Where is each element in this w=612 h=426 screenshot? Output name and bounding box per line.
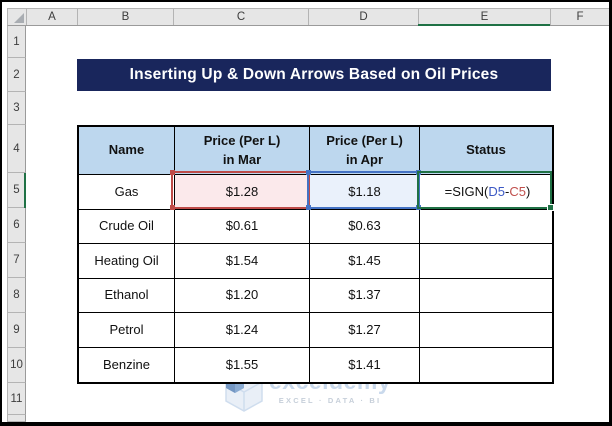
range-handle-icon[interactable] xyxy=(170,170,175,175)
range-highlight-d5[interactable] xyxy=(306,170,421,210)
cell-c7-price-mar[interactable]: $1.54 xyxy=(175,244,310,279)
row-header-3[interactable]: 3 xyxy=(8,92,26,125)
column-headers: A B C D E F xyxy=(7,8,609,26)
cell-e9-status[interactable] xyxy=(420,313,552,348)
cell-b5-name[interactable]: Gas xyxy=(79,175,175,210)
cell-e7-status[interactable] xyxy=(420,244,552,279)
row-header-12-partial[interactable] xyxy=(8,415,26,422)
cell-b9-name[interactable]: Petrol xyxy=(79,313,175,348)
cell-b10-name[interactable]: Benzine xyxy=(79,347,175,382)
cell-e6-status[interactable] xyxy=(420,209,552,244)
row-header-6[interactable]: 6 xyxy=(8,208,26,243)
range-handle-icon[interactable] xyxy=(170,205,175,210)
cell-e8-status[interactable] xyxy=(420,278,552,313)
row-header-10[interactable]: 10 xyxy=(8,348,26,383)
row-header-11[interactable]: 11 xyxy=(8,383,26,415)
cell-c9-price-mar[interactable]: $1.24 xyxy=(175,313,310,348)
fill-handle-icon[interactable] xyxy=(547,204,554,211)
row-header-9[interactable]: 9 xyxy=(8,313,26,348)
page-title: Inserting Up & Down Arrows Based on Oil … xyxy=(129,66,499,83)
row-headers: 1 2 3 4 5 6 7 8 9 10 11 xyxy=(7,26,26,422)
header-name-label: Name xyxy=(108,142,145,158)
column-header-d[interactable]: D xyxy=(309,9,419,25)
range-highlight-c5[interactable] xyxy=(170,170,311,210)
header-apr-line2: in Apr xyxy=(345,151,384,167)
row-header-2[interactable]: 2 xyxy=(8,58,26,92)
formula-operator: - xyxy=(505,183,510,199)
range-handle-icon[interactable] xyxy=(306,205,311,210)
cell-c10-price-mar[interactable]: $1.55 xyxy=(175,347,310,382)
formula-ref-d5: D5 xyxy=(488,183,506,199)
cell-d8-price-apr[interactable]: $1.37 xyxy=(310,278,420,313)
cell-c8-price-mar[interactable]: $1.20 xyxy=(175,278,310,313)
cell-d7-price-apr[interactable]: $1.45 xyxy=(310,244,420,279)
cell-d5-price-apr[interactable]: $1.18 xyxy=(310,175,420,210)
select-all-corner[interactable] xyxy=(8,9,27,25)
cell-d6-price-apr[interactable]: $0.63 xyxy=(310,209,420,244)
cell-b8-name[interactable]: Ethanol xyxy=(79,278,175,313)
active-row-indicator xyxy=(24,173,26,208)
cell-b6-name[interactable]: Crude Oil xyxy=(79,209,175,244)
formula-ref-c5: C5 xyxy=(509,183,526,199)
header-cell-name[interactable]: Name xyxy=(79,127,175,175)
header-cell-status[interactable]: Status xyxy=(420,127,552,175)
active-column-indicator xyxy=(418,24,550,26)
cell-e5-formula-input[interactable]: =SIGN(D5- C5) xyxy=(420,175,552,210)
cell-c6-price-mar[interactable]: $0.61 xyxy=(175,209,310,244)
oil-price-table: Name Price (Per L) in Mar Price (Per L) … xyxy=(77,125,554,384)
header-cell-price-apr[interactable]: Price (Per L) in Apr xyxy=(310,127,420,175)
column-header-e[interactable]: E xyxy=(419,9,551,25)
header-mar-line2: in Mar xyxy=(222,151,262,167)
column-header-f[interactable]: F xyxy=(551,9,609,25)
header-cell-price-mar[interactable]: Price (Per L) in Mar xyxy=(175,127,310,175)
row-header-4[interactable]: 4 xyxy=(8,125,26,173)
header-apr-line1: Price (Per L) xyxy=(326,133,403,149)
header-status-label: Status xyxy=(466,142,506,158)
column-header-b[interactable]: B xyxy=(78,9,174,25)
row-header-8[interactable]: 8 xyxy=(8,278,26,313)
formula-suffix: ) xyxy=(525,183,531,199)
row-header-7[interactable]: 7 xyxy=(8,243,26,278)
cell-c5-price-mar[interactable]: $1.28 xyxy=(175,175,310,210)
range-handle-icon[interactable] xyxy=(306,170,311,175)
cell-d9-price-apr[interactable]: $1.27 xyxy=(310,313,420,348)
column-header-a[interactable]: A xyxy=(27,9,78,25)
header-mar-line1: Price (Per L) xyxy=(203,133,281,149)
select-all-triangle-icon xyxy=(14,13,24,23)
watermark-tagline: EXCEL · DATA · BI xyxy=(278,396,382,405)
title-banner[interactable]: Inserting Up & Down Arrows Based on Oil … xyxy=(77,59,551,91)
row-header-1[interactable]: 1 xyxy=(8,26,26,58)
column-header-c[interactable]: C xyxy=(174,9,309,25)
active-cell-border-e5[interactable] xyxy=(417,171,554,211)
cell-d10-price-apr[interactable]: $1.41 xyxy=(310,347,420,382)
cell-b7-name[interactable]: Heating Oil xyxy=(79,244,175,279)
formula-prefix: =SIGN( xyxy=(444,183,489,199)
cell-e10-status[interactable] xyxy=(420,347,552,382)
